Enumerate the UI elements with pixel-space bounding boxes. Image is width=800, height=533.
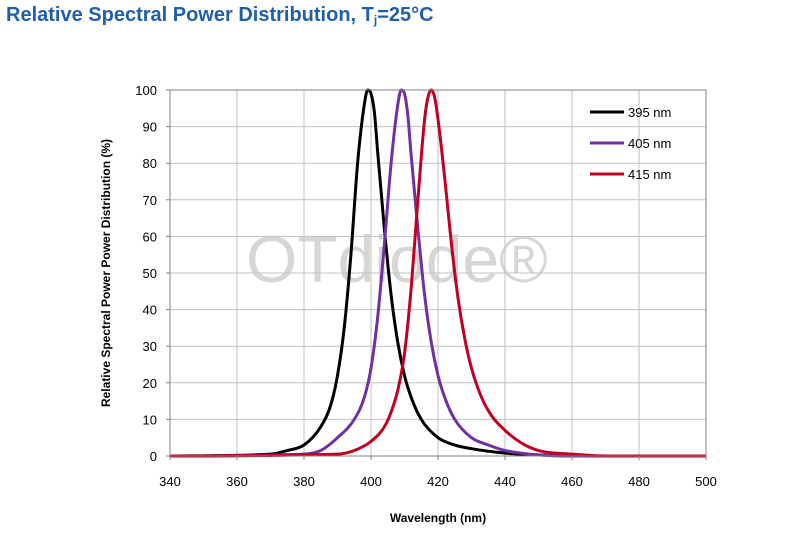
y-tick-label: 10 — [143, 412, 157, 427]
x-tick-label: 440 — [494, 474, 516, 489]
x-axis-label: Wavelength (nm) — [390, 511, 486, 525]
legend-label: 395 nm — [628, 105, 671, 120]
series-line-395-nm — [169, 88, 706, 458]
y-tick-label: 70 — [143, 193, 157, 208]
y-tick-label: 40 — [143, 303, 157, 318]
x-tick-label: 420 — [427, 474, 449, 489]
x-tick-label: 360 — [226, 474, 248, 489]
y-tick-label: 100 — [135, 83, 157, 98]
x-tick-label: 380 — [293, 474, 315, 489]
y-axis-label: Relative Spectral Power Power Distributi… — [99, 139, 113, 407]
x-tick-label: 480 — [628, 474, 650, 489]
tick-labels: 340 360 380 400 420 440 460 480 500 0 10 20 30 40 50 60… — [135, 83, 717, 489]
y-tick-label: 30 — [143, 339, 157, 354]
y-tick-label: 80 — [143, 156, 157, 171]
legend-label: 405 nm — [628, 136, 671, 151]
x-tick-label: 400 — [360, 474, 382, 489]
legend-label: 415 nm — [628, 167, 671, 182]
y-tick-label: 20 — [143, 376, 157, 391]
x-tick-label: 500 — [695, 474, 717, 489]
legend: 395 nm 405 nm 415 nm — [590, 105, 671, 182]
y-tick-label: 90 — [143, 120, 157, 135]
y-tick-label: 60 — [143, 229, 157, 244]
series-line-415-nm — [169, 88, 706, 458]
y-tick-label: 50 — [143, 266, 157, 281]
x-tick-label: 460 — [561, 474, 583, 489]
watermark: OTdiode® — [246, 222, 548, 296]
y-tick-label: 0 — [150, 449, 157, 464]
series-line-405-nm — [169, 88, 706, 458]
chart-title: Relative Spectral Power Distribution, Tj… — [6, 4, 434, 27]
series-layer — [169, 88, 706, 458]
x-tick-label: 340 — [159, 474, 181, 489]
